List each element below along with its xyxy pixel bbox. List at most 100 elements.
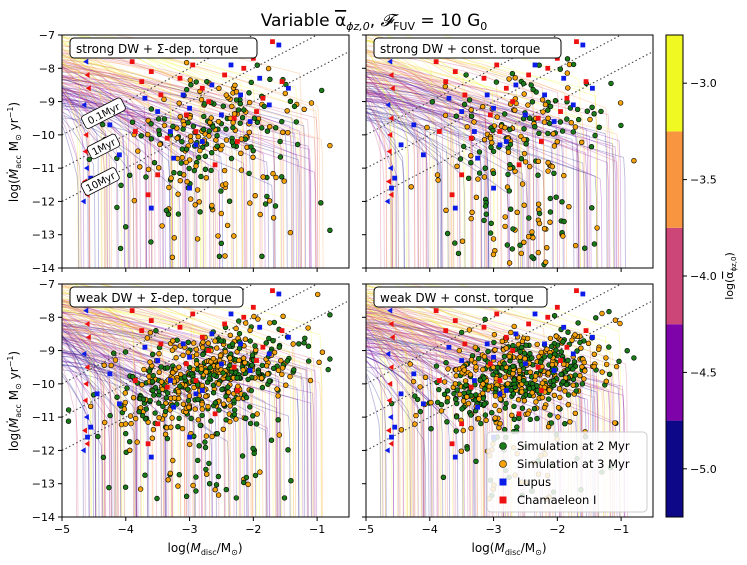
evolution-track (366, 75, 416, 268)
sim-point-3myr (516, 367, 523, 374)
y-tick-label: −13 (32, 229, 55, 242)
sim-point-3myr (301, 106, 307, 113)
sim-point-2myr (565, 329, 571, 335)
sim-point-2myr (588, 144, 595, 150)
evolution-track (62, 316, 97, 517)
sim-point-2myr (466, 175, 472, 182)
sim-point-2myr (176, 472, 183, 478)
sim-point-3myr (147, 359, 153, 365)
sim-point-3myr (204, 471, 210, 477)
chamaeleon-point (148, 69, 154, 75)
chamaeleon-point (260, 95, 266, 101)
sim-point-2myr (273, 125, 279, 131)
sim-point-3myr (480, 381, 486, 387)
evolution-track (62, 363, 79, 517)
sim-point-3myr (441, 379, 448, 385)
sim-point-3myr (491, 331, 498, 338)
sim-point-2myr (233, 495, 240, 501)
sim-point-2myr (547, 195, 553, 202)
sim-point-3myr (232, 82, 238, 89)
evolution-track (62, 66, 152, 268)
evolution-track (65, 284, 153, 517)
sim-point-3myr (617, 320, 623, 327)
sim-point-3myr (308, 100, 315, 106)
sim-point-2myr (213, 482, 220, 488)
sim-point-2myr (618, 122, 624, 129)
lupus-point (199, 388, 205, 393)
sim-point-3myr (468, 153, 474, 159)
evolution-track (366, 320, 400, 517)
sim-point-3myr (508, 329, 514, 336)
evolution-track (366, 297, 407, 517)
sim-point-3myr (159, 386, 166, 392)
sim-point-3myr (514, 209, 520, 216)
evolution-track (366, 324, 411, 517)
sim-point-3myr (469, 209, 475, 216)
evolution-track (366, 117, 598, 268)
sim-point-2myr (485, 348, 491, 355)
sim-point-3myr (603, 355, 609, 361)
evolution-track (366, 82, 622, 268)
sim-point-2myr (130, 374, 136, 380)
sim-point-2myr (511, 377, 517, 383)
sim-point-2myr (438, 402, 445, 408)
sim-point-2myr (250, 445, 256, 452)
evolution-track (62, 336, 119, 517)
sim-point-2myr (506, 188, 512, 194)
upper-limit-point (85, 334, 91, 341)
sim-point-2myr (606, 344, 612, 350)
sim-point-3myr (422, 374, 429, 380)
chamaeleon-point (545, 65, 551, 71)
sim-point-2myr (237, 120, 243, 126)
sim-point-2myr (417, 408, 424, 415)
evolution-track (366, 81, 540, 268)
sim-point-2myr (264, 128, 271, 134)
sim-point-3myr (282, 90, 288, 97)
sim-point-3myr (442, 112, 449, 119)
sim-point-3myr (473, 364, 479, 370)
sim-point-3myr (161, 122, 168, 129)
evolution-track (62, 77, 197, 268)
sim-point-3myr (284, 108, 290, 114)
evolution-track (62, 100, 174, 268)
sim-point-3myr (519, 181, 526, 187)
sim-point-2myr (606, 371, 613, 377)
evolution-track (62, 79, 79, 268)
upper-limit-point (387, 58, 393, 65)
colorbar-band (666, 131, 683, 228)
evolution-track (366, 317, 416, 517)
sim-point-3myr (176, 364, 182, 370)
sim-point-3myr (134, 439, 140, 445)
sim-point-2myr (175, 424, 181, 430)
chamaeleon-point (164, 135, 170, 141)
sim-point-3myr (141, 366, 147, 373)
sim-point-2myr (488, 220, 494, 227)
sim-point-2myr (505, 171, 511, 178)
chamaeleon-point (139, 328, 145, 333)
panel-plot-area (366, 35, 653, 268)
evolution-track (366, 314, 435, 517)
sim-point-2myr (148, 121, 154, 127)
evolution-track (366, 49, 449, 268)
sim-point-3myr (562, 375, 569, 381)
evolution-track (62, 87, 288, 268)
sim-point-2myr (510, 226, 516, 232)
evolution-track (366, 98, 443, 268)
sim-point-2myr (548, 420, 555, 426)
sim-point-3myr (533, 399, 539, 405)
sim-point-2myr (553, 194, 559, 200)
sim-point-2myr (559, 199, 565, 205)
sim-point-2myr (209, 150, 215, 156)
sim-point-2myr (99, 121, 106, 128)
sim-point-2myr (211, 372, 217, 378)
sim-point-2myr (210, 382, 217, 388)
evolution-track (366, 69, 439, 268)
sim-point-3myr (275, 367, 282, 374)
sim-point-3myr (265, 65, 272, 72)
sim-point-3myr (183, 159, 189, 166)
sim-point-3myr (560, 233, 566, 239)
sim-point-3myr (545, 370, 552, 376)
sim-point-3myr (266, 198, 273, 204)
sim-point-2myr (210, 124, 216, 130)
sim-point-2myr (230, 124, 236, 131)
